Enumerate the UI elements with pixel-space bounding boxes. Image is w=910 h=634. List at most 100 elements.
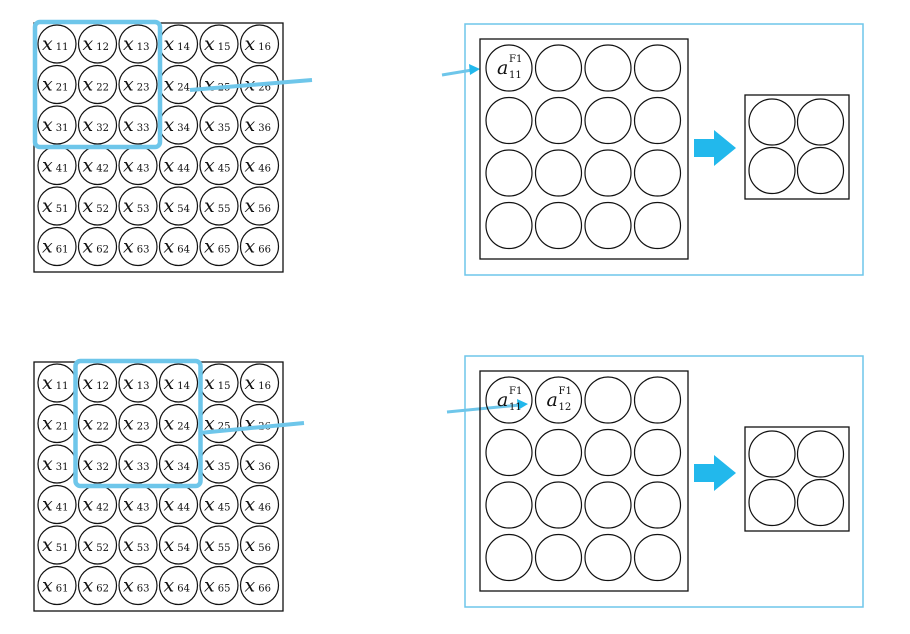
input-neuron: x 36 [239,105,280,145]
feature-neuron [534,428,583,477]
input-neuron-label: x 53 [123,534,149,556]
input-neuron-label: x 16 [245,372,271,394]
input-neuron: x 43 [118,484,158,525]
input-neuron: x 31 [37,444,77,484]
input-neuron-label: x 43 [123,494,149,516]
input-neuron: x 56 [239,525,280,565]
input-neuron: x 33 [118,105,158,145]
input-neuron-label: x 42 [83,155,109,177]
input-neuron: x 41 [37,145,77,186]
input-neuron: x 66 [239,226,280,267]
input-neuron: x 11 [37,363,77,403]
input-neuron: x 21 [37,403,77,444]
feature-connector-line [446,403,521,414]
input-neuron-circle [239,105,280,145]
input-neuron-label: x 62 [83,236,109,258]
input-neuron-label: x 52 [83,534,109,556]
feature-neuron [485,481,533,529]
receptive-window [73,358,203,489]
input-neuron-circle [77,64,118,105]
input-neuron-circle [118,24,158,64]
input-neuron: x 51 [37,525,77,565]
input-neuron-circle [37,565,77,606]
input-neuron: x 12 [77,363,118,403]
input-neuron-circle [77,525,118,565]
feature-neuron [584,481,632,529]
input-neuron-circle [118,186,158,226]
feature-neuron [485,96,533,145]
input-neuron-label: x 42 [83,494,109,516]
feature-connector-head [517,399,528,410]
input-neuron: x 22 [77,403,118,444]
input-neuron: x25 [199,64,239,105]
input-neuron: x 15 [199,24,239,64]
input-neuron-circle [199,565,239,606]
input-neuron: x 32 [77,105,118,145]
input-neuron: x 55 [199,525,239,565]
input-neuron-label: x 62 [83,575,109,597]
input-neuron-label: x 63 [123,236,149,258]
input-neuron-circle [158,565,199,606]
feature-neuron [534,201,583,250]
input-neuron-label: x 44 [164,155,190,177]
feature-panel-frame [464,23,864,276]
input-neuron-circle [37,24,77,64]
feature-neuron [584,201,632,250]
input-neuron-circle [118,363,158,403]
pooled-neuron [796,430,845,478]
input-neuron-label: x 51 [42,195,68,217]
input-neuron: x 14 [158,363,199,403]
input-neuron-label: x 22 [83,74,109,96]
input-neuron-label: x 21 [42,74,68,96]
input-neuron-circle [77,24,118,64]
input-neuron-label: x 14 [164,33,190,55]
input-neuron-label: x 35 [204,114,230,136]
input-neuron-label: x 52 [83,195,109,217]
input-neuron: x 33 [118,444,158,484]
input-neuron-label: x 32 [83,114,109,136]
feature-neuron [633,481,682,529]
input-neuron-circle [77,444,118,484]
feature-neuron [633,201,682,250]
pooled-neuron [796,478,845,527]
feature-map: a F1 11 [479,38,689,260]
input-neuron-circle [158,525,199,565]
feature-neuron [485,533,533,582]
feature-neuron [584,149,632,197]
right-arrow-icon [694,455,736,491]
input-neuron: x 63 [118,565,158,606]
input-neuron: x 32 [77,444,118,484]
input-neuron-label: x 41 [42,155,68,177]
feature-neuron [584,376,632,424]
input-neuron: x 53 [118,186,158,226]
input-neuron-circle [158,226,199,267]
input-neuron-label: x 16 [245,33,271,55]
input-neuron: x 12 [77,24,118,64]
input-neuron: x 16 [239,24,280,64]
input-neuron-label: x 65 [204,236,230,258]
feature-neuron [534,481,583,529]
input-neuron-circle [118,565,158,606]
input-neuron-circle [239,363,280,403]
input-neuron-label: x 64 [164,575,190,597]
input-neuron: x 45 [199,484,239,525]
input-neuron-circle [239,484,280,525]
input-neuron: x 42 [77,484,118,525]
input-neuron: x 34 [158,105,199,145]
feature-label-subscript: 11 [509,402,522,413]
feature-neuron [584,533,632,582]
input-neuron-circle [77,403,118,444]
input-neuron-circle [199,24,239,64]
input-neuron-circle [37,226,77,267]
input-neuron: x 35 [199,105,239,145]
convolution-step-2: x11 x12 x13 x14 x15 x16 x21 x22 x23 x24 x25 x26 x31 x… [33,355,864,612]
input-neuron-label: x 24 [164,413,190,435]
input-neuron: x 41 [37,484,77,525]
pooled-neuron [748,430,796,478]
input-neuron-circle [199,145,239,186]
input-neuron-circle [239,444,280,484]
input-neuron-circle [118,64,158,105]
pooled-map [744,94,850,200]
